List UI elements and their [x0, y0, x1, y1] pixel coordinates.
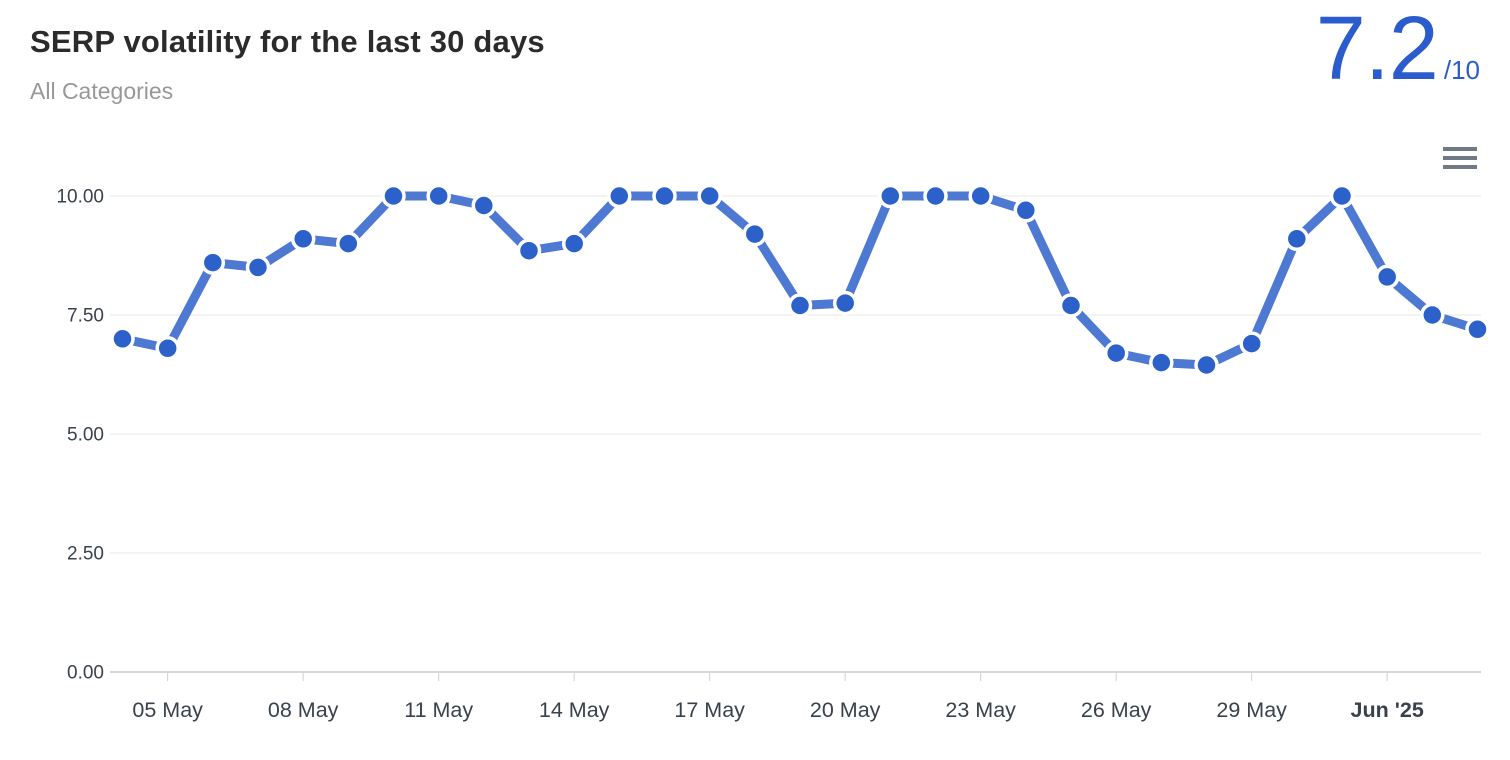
data-point-25-may[interactable]	[1058, 293, 1084, 318]
volatility-line	[118, 191, 1482, 370]
data-point-14-may[interactable]	[561, 231, 587, 256]
hamburger-icon	[1443, 165, 1477, 169]
data-point-13-may[interactable]	[516, 238, 542, 263]
data-point-08-may[interactable]	[290, 226, 316, 252]
x-axis-label: 11 May	[404, 698, 473, 722]
data-point-17-may[interactable]	[697, 183, 722, 209]
data-point-28-may[interactable]	[1194, 352, 1219, 378]
data-point-01-jun[interactable]	[1374, 264, 1400, 290]
data-point-18-may[interactable]	[742, 221, 768, 247]
x-axis-label: 20 May	[810, 698, 881, 722]
category-filter-label: All Categories	[30, 78, 174, 104]
x-axis-label: 26 May	[1081, 698, 1152, 722]
x-axis-label: 05 May	[132, 698, 203, 722]
data-point-31-may[interactable]	[1329, 183, 1355, 209]
data-point-07-may[interactable]	[245, 255, 271, 280]
page-title: SERP volatility for the last 30 days	[30, 24, 545, 59]
data-point-24-may[interactable]	[1013, 198, 1039, 223]
data-point-27-may[interactable]	[1149, 350, 1174, 375]
data-point-16-may[interactable]	[652, 183, 677, 209]
score-denominator: /10	[1443, 55, 1480, 85]
y-axis-label: 5.00	[67, 424, 104, 445]
data-point-29-may[interactable]	[1239, 331, 1264, 356]
data-point-19-may[interactable]	[787, 293, 813, 318]
y-axis-label: 2.50	[67, 543, 104, 564]
y-axis-label: 0.00	[67, 662, 104, 683]
y-axis-label: 10.00	[56, 186, 104, 207]
data-point-26-may[interactable]	[1103, 340, 1129, 366]
data-point-15-may[interactable]	[607, 183, 632, 209]
data-point-03-jun[interactable]	[1465, 317, 1490, 342]
x-axis-label: Jun '25	[1351, 698, 1424, 722]
data-point-21-may[interactable]	[878, 183, 903, 209]
score-value: 7.2	[1315, 0, 1439, 99]
hamburger-icon	[1443, 147, 1477, 151]
data-point-04-may[interactable]	[110, 326, 135, 352]
volatility-score: 7.2 /10	[1316, 4, 1480, 94]
x-axis-label: 23 May	[945, 698, 1016, 722]
data-point-12-may[interactable]	[471, 193, 497, 218]
data-point-23-may[interactable]	[968, 183, 993, 209]
data-point-10-may[interactable]	[381, 183, 406, 209]
x-axis-label: 08 May	[268, 698, 339, 722]
data-point-22-may[interactable]	[923, 183, 948, 209]
x-axis-label: 14 May	[539, 698, 610, 722]
data-point-05-may[interactable]	[155, 336, 180, 361]
data-point-02-jun[interactable]	[1420, 302, 1445, 328]
data-point-06-may[interactable]	[200, 250, 226, 275]
data-point-11-may[interactable]	[426, 183, 451, 209]
x-axis-label: 29 May	[1216, 698, 1287, 722]
x-axis-label: 17 May	[674, 698, 745, 722]
y-axis-label: 7.50	[67, 305, 104, 326]
data-point-20-may[interactable]	[832, 290, 858, 316]
chart-context-menu-button[interactable]	[1443, 147, 1477, 169]
data-point-30-may[interactable]	[1284, 226, 1310, 252]
data-point-09-may[interactable]	[336, 231, 361, 256]
hamburger-icon	[1443, 156, 1477, 160]
